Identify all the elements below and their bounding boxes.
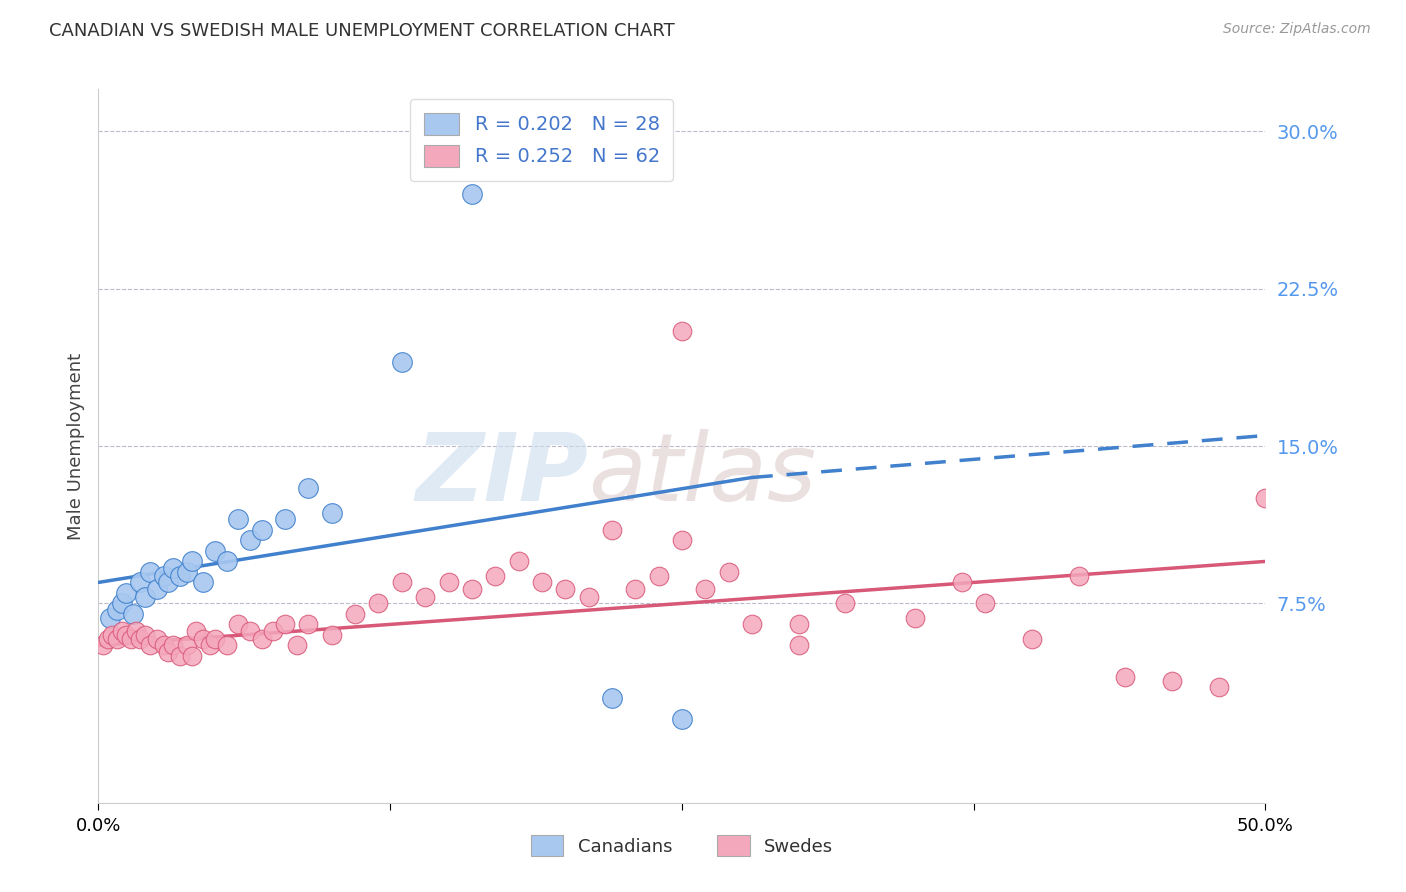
Point	[204, 632, 226, 646]
Point	[215, 639, 238, 653]
Point	[671, 324, 693, 338]
Point	[461, 582, 484, 596]
Point	[321, 628, 343, 642]
Point	[1254, 491, 1277, 506]
Point	[647, 569, 669, 583]
Point	[193, 575, 215, 590]
Point	[834, 596, 856, 610]
Point	[554, 582, 576, 596]
Point	[695, 582, 717, 596]
Point	[262, 624, 284, 638]
Text: Source: ZipAtlas.com: Source: ZipAtlas.com	[1223, 22, 1371, 37]
Point	[624, 582, 647, 596]
Point	[950, 575, 973, 590]
Point	[250, 523, 273, 537]
Point	[578, 590, 600, 604]
Point	[105, 603, 128, 617]
Point	[974, 596, 997, 610]
Point	[134, 590, 156, 604]
Point	[285, 639, 308, 653]
Point	[717, 565, 740, 579]
Point	[274, 512, 297, 526]
Point	[176, 565, 198, 579]
Point	[115, 586, 138, 600]
Point	[91, 639, 114, 653]
Point	[157, 575, 180, 590]
Point	[1114, 670, 1136, 684]
Point	[152, 639, 174, 653]
Point	[111, 596, 134, 610]
Point	[152, 569, 174, 583]
Point	[228, 512, 250, 526]
Point	[228, 617, 250, 632]
Point	[101, 628, 124, 642]
Point	[146, 632, 169, 646]
Point	[146, 582, 169, 596]
Point	[200, 639, 222, 653]
Point	[180, 648, 202, 663]
Point	[204, 544, 226, 558]
Point	[250, 632, 273, 646]
Point	[139, 639, 162, 653]
Point	[239, 624, 262, 638]
Point	[274, 617, 297, 632]
Point	[125, 624, 148, 638]
Point	[391, 355, 413, 369]
Point	[134, 628, 156, 642]
Text: ZIP: ZIP	[416, 428, 589, 521]
Point	[321, 506, 343, 520]
Point	[98, 611, 121, 625]
Point	[671, 533, 693, 548]
Point	[671, 712, 693, 726]
Point	[508, 554, 530, 568]
Point	[176, 639, 198, 653]
Point	[437, 575, 460, 590]
Point	[105, 632, 128, 646]
Point	[122, 607, 145, 621]
Point	[787, 639, 810, 653]
Point	[413, 590, 436, 604]
Point	[169, 569, 191, 583]
Point	[193, 632, 215, 646]
Point	[530, 575, 553, 590]
Point	[297, 481, 319, 495]
Legend: Canadians, Swedes: Canadians, Swedes	[522, 826, 842, 865]
Point	[787, 617, 810, 632]
Point	[97, 632, 120, 646]
Point	[297, 617, 319, 632]
Point	[344, 607, 367, 621]
Point	[461, 187, 484, 202]
Point	[162, 560, 184, 574]
Point	[600, 690, 623, 705]
Point	[115, 628, 138, 642]
Point	[1067, 569, 1090, 583]
Point	[157, 645, 180, 659]
Point	[1021, 632, 1043, 646]
Point	[741, 617, 763, 632]
Point	[186, 624, 208, 638]
Point	[111, 624, 134, 638]
Point	[162, 639, 184, 653]
Point	[169, 648, 191, 663]
Point	[129, 632, 152, 646]
Y-axis label: Male Unemployment: Male Unemployment	[66, 352, 84, 540]
Text: CANADIAN VS SWEDISH MALE UNEMPLOYMENT CORRELATION CHART: CANADIAN VS SWEDISH MALE UNEMPLOYMENT CO…	[49, 22, 675, 40]
Point	[600, 523, 623, 537]
Point	[139, 565, 162, 579]
Point	[180, 554, 202, 568]
Point	[367, 596, 389, 610]
Text: atlas: atlas	[589, 429, 817, 520]
Point	[391, 575, 413, 590]
Point	[215, 554, 238, 568]
Point	[484, 569, 506, 583]
Point	[129, 575, 152, 590]
Point	[904, 611, 927, 625]
Point	[1161, 674, 1184, 689]
Point	[239, 533, 262, 548]
Point	[120, 632, 142, 646]
Point	[1208, 681, 1230, 695]
